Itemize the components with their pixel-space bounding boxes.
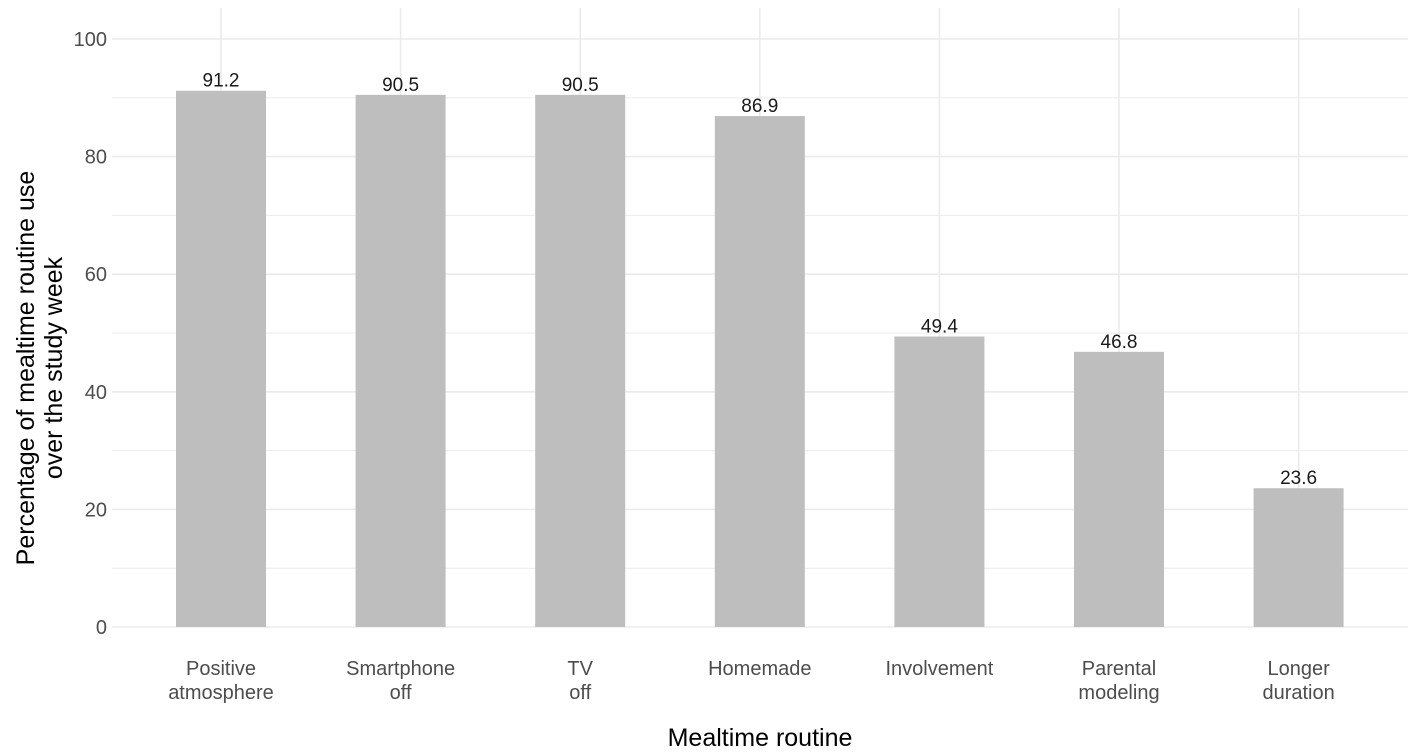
data-label: 90.5 [562,75,599,96]
x-tick-label: Homemade [708,658,811,680]
x-tick-label: Involvement [885,658,993,680]
x-tick-label: Parental modeling [1078,658,1159,704]
y-tick-label: 20 [85,499,107,521]
data-label: 46.8 [1101,332,1138,353]
y-axis-ticks: 0 20 40 60 80 100 [74,29,107,639]
data-label: 49.4 [921,317,958,338]
bar [714,116,805,627]
data-label: 90.5 [382,75,419,96]
x-axis-title: Mealtime routine [668,724,853,752]
y-tick-label: 40 [85,382,107,404]
x-axis-ticks: Positive atmosphere Smartphone off TV off Home… [168,658,1335,704]
bar [1253,488,1344,627]
y-axis-title: Percentage of mealtime routine useover t… [12,171,68,566]
data-label: 86.9 [741,96,778,117]
bar [355,94,446,628]
x-tick-label: Longer duration [1262,658,1334,704]
x-tick-label: Positive atmosphere [168,658,274,704]
y-tick-label: 80 [85,147,107,169]
bar [176,90,266,627]
bar [1074,351,1164,627]
x-tick-label: TV off [567,658,593,704]
bar [894,336,985,627]
data-label: 23.6 [1280,468,1317,489]
y-tick-label: 60 [85,264,107,286]
data-labels: 91.2 90.5 90.5 86.9 49.4 46.8 23.6 [203,71,1318,489]
bar [535,94,626,628]
y-tick-label: 0 [96,617,107,639]
bars [176,90,1344,628]
y-tick-label: 100 [74,29,107,51]
data-label: 91.2 [203,71,240,92]
x-tick-label: Smartphone off [346,658,455,704]
